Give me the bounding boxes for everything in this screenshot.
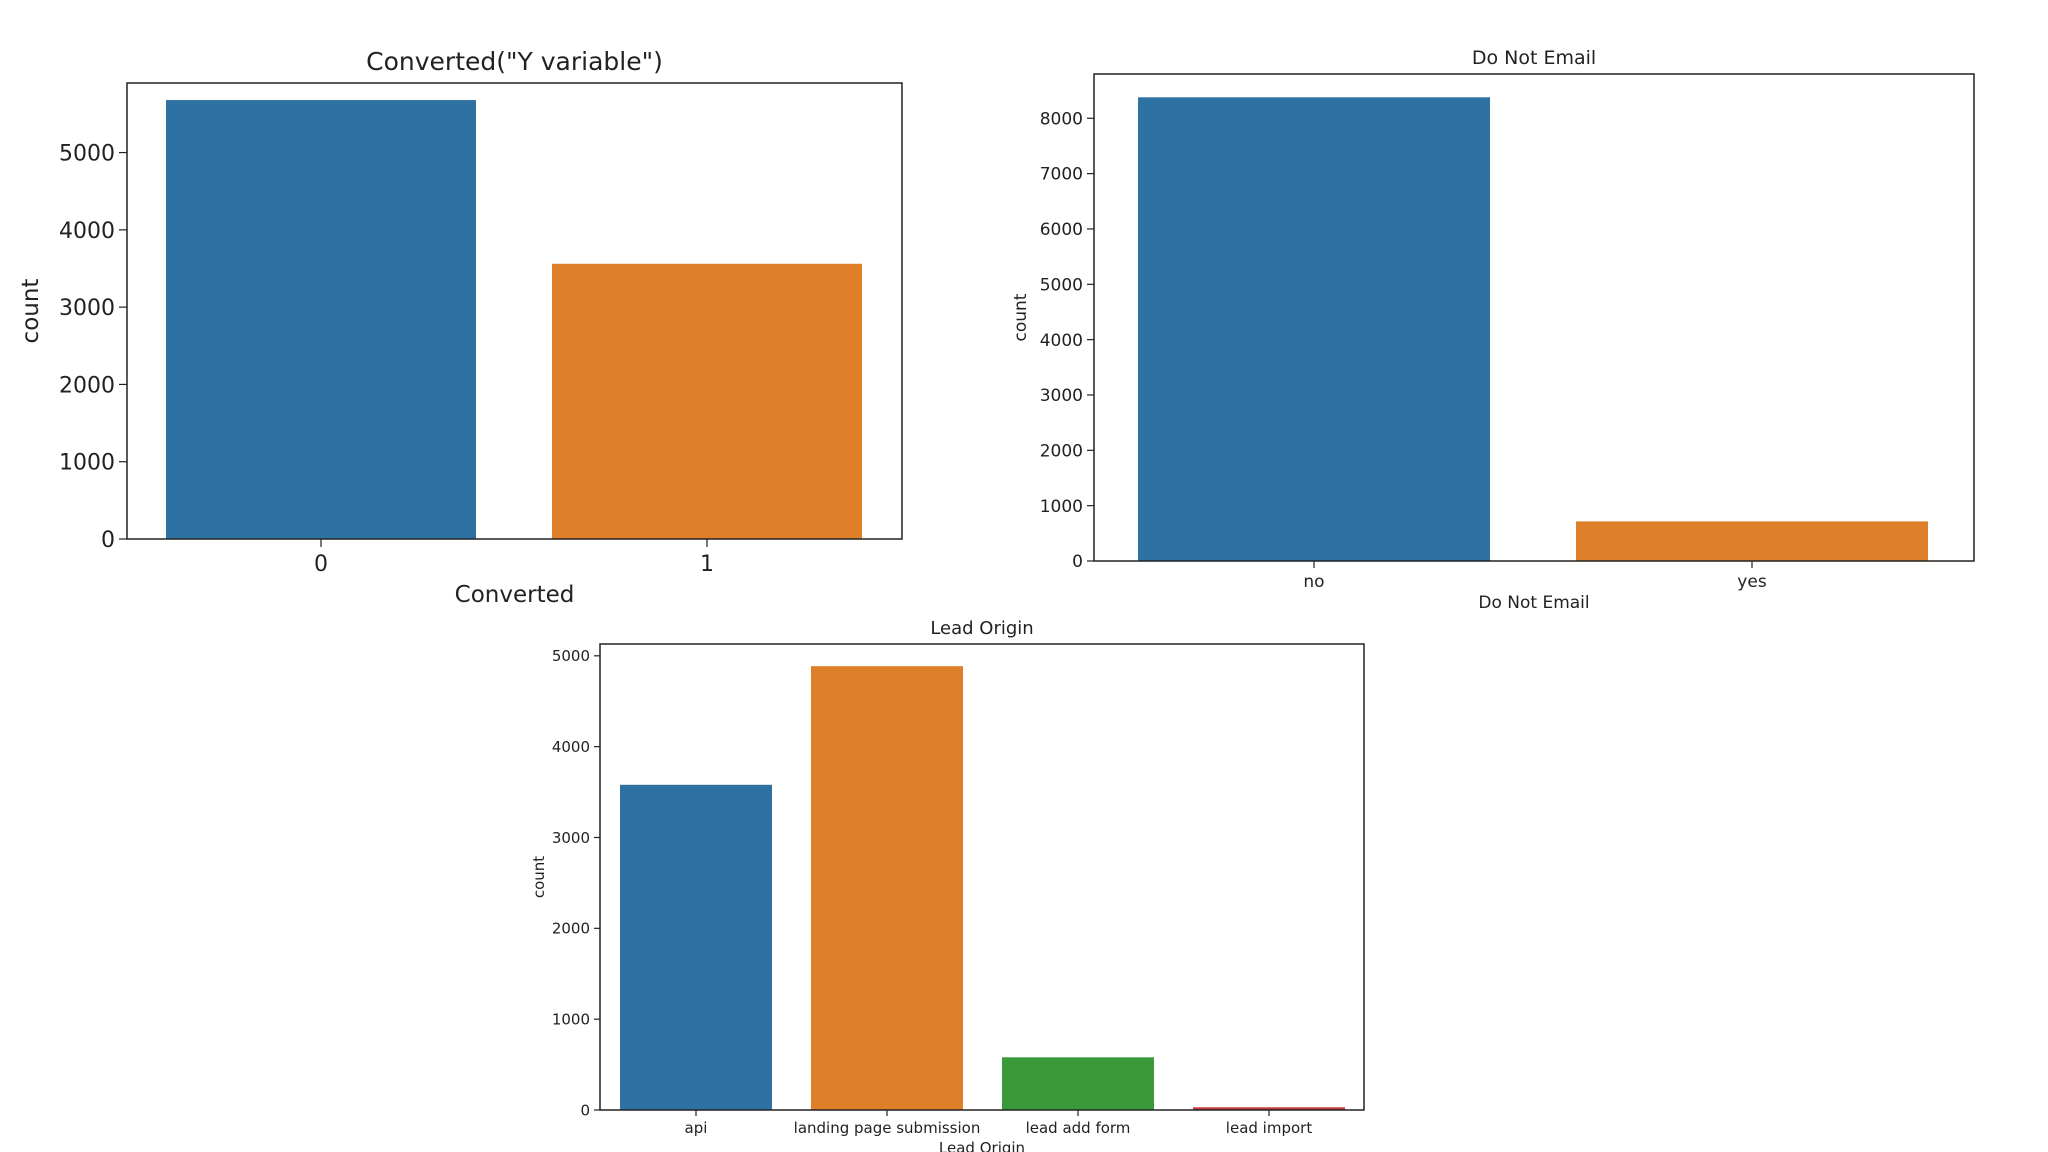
chart2-ytick-label-2: 2000 xyxy=(1040,441,1083,461)
chart1-ytick-label-5: 5000 xyxy=(59,141,115,166)
chart2-bar-0 xyxy=(1138,97,1490,561)
chart3-ylabel: count xyxy=(530,856,548,898)
chart2-ytick-label-5: 5000 xyxy=(1040,275,1083,295)
chart3-xtick-label-3: lead import xyxy=(1226,1119,1313,1137)
chart3-xtick-label-0: api xyxy=(685,1119,708,1137)
chart1-plot-frame xyxy=(126,82,903,540)
chart3-bar-1 xyxy=(811,666,963,1110)
chart2-title: Do Not Email xyxy=(1472,47,1596,69)
chart1-ytick-label-3: 3000 xyxy=(59,296,115,321)
chart3-bar-3 xyxy=(1193,1107,1345,1110)
chart1-bar-0 xyxy=(166,100,476,539)
chart2-ytick-label-4: 4000 xyxy=(1040,331,1083,351)
chart1-ytick-label-0: 0 xyxy=(101,528,115,553)
chart1-ytick-label-4: 4000 xyxy=(59,219,115,244)
chart2-ytick-label-7: 7000 xyxy=(1040,165,1083,185)
chart2-ytick-label-0: 0 xyxy=(1072,552,1083,572)
chart2-plot-frame xyxy=(1093,73,1975,562)
chart1-bar-1 xyxy=(552,263,862,539)
chart1-ytick-label-1: 1000 xyxy=(59,451,115,476)
chart2-ytick-label-6: 6000 xyxy=(1040,220,1083,240)
chart3-ytick-label-5: 5000 xyxy=(552,647,590,665)
chart2-bar-1 xyxy=(1576,521,1928,561)
chart2-xtick-label-1: yes xyxy=(1737,572,1767,592)
chart3-xtick-label-1: landing page submission xyxy=(794,1119,981,1137)
chart1-ylabel: count xyxy=(18,279,44,344)
chart2-ytick-label-1: 1000 xyxy=(1040,497,1083,517)
chart3-ytick-label-3: 3000 xyxy=(552,829,590,847)
chart3-title: Lead Origin xyxy=(930,618,1033,639)
chart3-ytick-label-2: 2000 xyxy=(552,920,590,938)
chart2-xtick-label-0: no xyxy=(1303,572,1324,592)
chart2-xlabel: Do Not Email xyxy=(1478,593,1589,613)
chart2-ytick-label-8: 8000 xyxy=(1040,109,1083,129)
chart3-ytick-label-0: 0 xyxy=(580,1101,590,1119)
chart3-plot-frame xyxy=(599,643,1365,1111)
chart3-xlabel: Lead Origin xyxy=(939,1139,1025,1152)
chart3-xtick-label-2: lead add form xyxy=(1026,1119,1131,1137)
chart1-xlabel: Converted xyxy=(455,582,575,608)
chart3-ytick-label-4: 4000 xyxy=(552,738,590,756)
chart1-xtick-label-0: 0 xyxy=(314,552,328,577)
chart3-ytick-label-1: 1000 xyxy=(552,1011,590,1029)
chart2-ylabel: count xyxy=(1011,293,1031,341)
chart1-ytick-label-2: 2000 xyxy=(59,373,115,398)
chart1-xtick-label-1: 1 xyxy=(700,552,714,577)
chart1-title: Converted("Y variable") xyxy=(366,47,663,76)
chart3-bar-2 xyxy=(1002,1057,1154,1110)
chart2-ytick-label-3: 3000 xyxy=(1040,386,1083,406)
chart3-bar-0 xyxy=(620,784,772,1110)
